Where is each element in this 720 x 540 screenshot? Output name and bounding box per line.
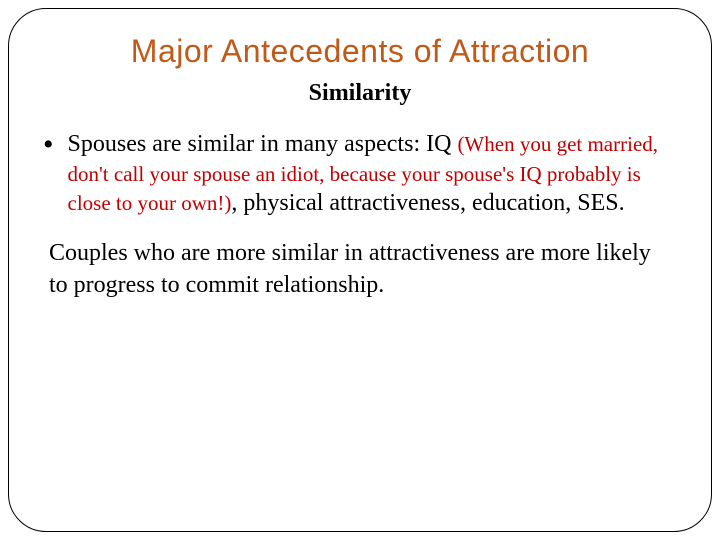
bullet-dot-icon: • bbox=[43, 135, 54, 155]
slide-frame: Major Antecedents of Attraction Similari… bbox=[8, 8, 712, 532]
bullet-tail: , physical attractiveness, education, SE… bbox=[231, 190, 624, 216]
page-subtitle: Similarity bbox=[49, 80, 671, 107]
page-title: Major Antecedents of Attraction bbox=[49, 33, 671, 70]
bullet-lead: Spouses are similar in many aspects: IQ bbox=[68, 131, 458, 157]
bullet-item: • Spouses are similar in many aspects: I… bbox=[49, 129, 671, 220]
bullet-text: Spouses are similar in many aspects: IQ … bbox=[68, 129, 671, 220]
paragraph: Couples who are more similar in attracti… bbox=[49, 238, 671, 301]
